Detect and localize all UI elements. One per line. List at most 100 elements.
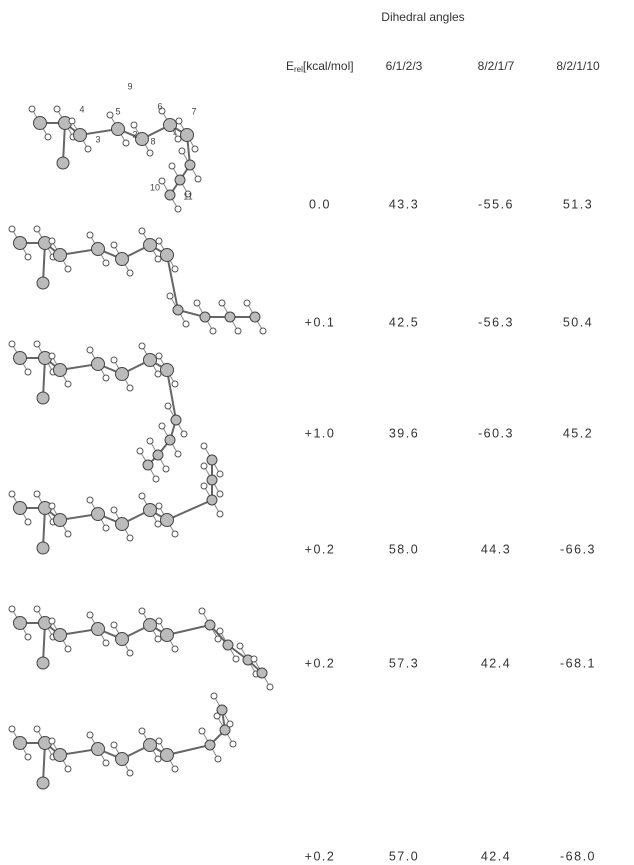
- atom: [161, 249, 174, 262]
- atom: [37, 542, 49, 554]
- hydrogen: [111, 357, 117, 363]
- hydrogen: [175, 136, 181, 142]
- hydrogen: [103, 760, 109, 766]
- hydrogen: [195, 176, 201, 182]
- hydrogen: [9, 726, 15, 732]
- atom: [144, 619, 157, 632]
- atom: [14, 617, 27, 630]
- atom-label: 8: [150, 136, 155, 146]
- energy-symbol: E: [286, 59, 294, 73]
- hydrogen: [65, 766, 71, 772]
- hydrogen: [65, 531, 71, 537]
- angle-cell: 42.4: [481, 656, 511, 670]
- hydrogen: [103, 640, 109, 646]
- angle-cell: -68.0: [560, 849, 596, 863]
- hydrogen: [172, 766, 178, 772]
- atom: [161, 364, 174, 377]
- energy-cell: +1.0: [305, 426, 336, 440]
- hydrogen: [111, 742, 117, 748]
- hydrogen: [167, 293, 173, 299]
- atom: [92, 358, 105, 371]
- atom-label: 3: [95, 134, 100, 144]
- hydrogen: [49, 618, 55, 624]
- angle-cell: 42.5: [389, 315, 419, 329]
- hydrogen: [163, 466, 169, 472]
- hydrogen: [34, 226, 40, 232]
- hydrogen: [159, 423, 165, 429]
- hydrogen: [267, 684, 273, 690]
- hydrogen: [201, 483, 207, 489]
- hydrogen: [103, 260, 109, 266]
- angle-cell: -68.1: [560, 656, 596, 670]
- hydrogen: [172, 266, 178, 272]
- hydrogen: [139, 728, 145, 734]
- hydrogen: [181, 431, 187, 437]
- atom-label: 7: [191, 106, 196, 116]
- atom: [116, 518, 129, 531]
- hydrogen: [155, 756, 161, 762]
- hydrogen: [9, 491, 15, 497]
- hydrogen: [260, 328, 266, 334]
- atom: [165, 190, 175, 200]
- angle-header: 8/2/1/10: [556, 59, 600, 73]
- hydrogen: [49, 738, 55, 744]
- hydrogen: [155, 636, 161, 642]
- atom: [92, 243, 105, 256]
- atom: [143, 460, 153, 470]
- atom: [205, 620, 215, 630]
- hydrogen: [227, 721, 233, 727]
- atom: [144, 354, 157, 367]
- hydrogen: [25, 254, 31, 260]
- atom: [165, 435, 175, 445]
- energy-cell: +0.2: [305, 542, 336, 556]
- hydrogen: [156, 618, 162, 624]
- atom: [92, 508, 105, 521]
- energy-subscript: rel: [294, 65, 303, 74]
- atom: [116, 753, 129, 766]
- hydrogen: [147, 150, 153, 156]
- hydrogen: [29, 106, 35, 112]
- hydrogen: [175, 451, 181, 457]
- hydrogen: [9, 226, 15, 232]
- hydrogen: [65, 381, 71, 387]
- atom: [14, 237, 27, 250]
- atom-label: 2: [132, 129, 137, 139]
- atom: [217, 705, 227, 715]
- hydrogen: [49, 503, 55, 509]
- angle-cell: 44.3: [481, 542, 511, 556]
- energy-cell: +0.2: [305, 849, 336, 863]
- atom: [54, 364, 67, 377]
- atom: [116, 253, 129, 266]
- hydrogen: [139, 228, 145, 234]
- hydrogen: [137, 448, 143, 454]
- atom: [200, 312, 210, 322]
- atom: [161, 514, 174, 527]
- hydrogen: [131, 122, 137, 128]
- hydrogen: [201, 463, 207, 469]
- atom-label: 4: [79, 104, 84, 114]
- energy-cell: +0.2: [305, 656, 336, 670]
- atom: [144, 739, 157, 752]
- atom: [181, 129, 194, 142]
- hydrogen: [25, 634, 31, 640]
- hydrogen: [156, 503, 162, 509]
- atom-label: 6: [157, 101, 162, 111]
- hydrogen: [199, 608, 205, 614]
- hydrogen: [127, 535, 133, 541]
- hydrogen: [219, 300, 225, 306]
- angle-cell: 43.3: [389, 197, 419, 211]
- hydrogen: [34, 606, 40, 612]
- hydrogen: [156, 738, 162, 744]
- hydrogen: [172, 531, 178, 537]
- energy-header: Erel[kcal/mol]: [286, 59, 354, 74]
- angle-cell: 42.4: [481, 849, 511, 863]
- hydrogen: [111, 242, 117, 248]
- page: {"table": { "title": "Dihedral angles", …: [0, 0, 634, 865]
- hydrogen: [87, 232, 93, 238]
- table-title: Dihedral angles: [381, 10, 464, 24]
- hydrogen: [172, 381, 178, 387]
- atom: [144, 504, 157, 517]
- hydrogen: [156, 238, 162, 244]
- angle-cell: 45.2: [563, 426, 593, 440]
- atom: [161, 749, 174, 762]
